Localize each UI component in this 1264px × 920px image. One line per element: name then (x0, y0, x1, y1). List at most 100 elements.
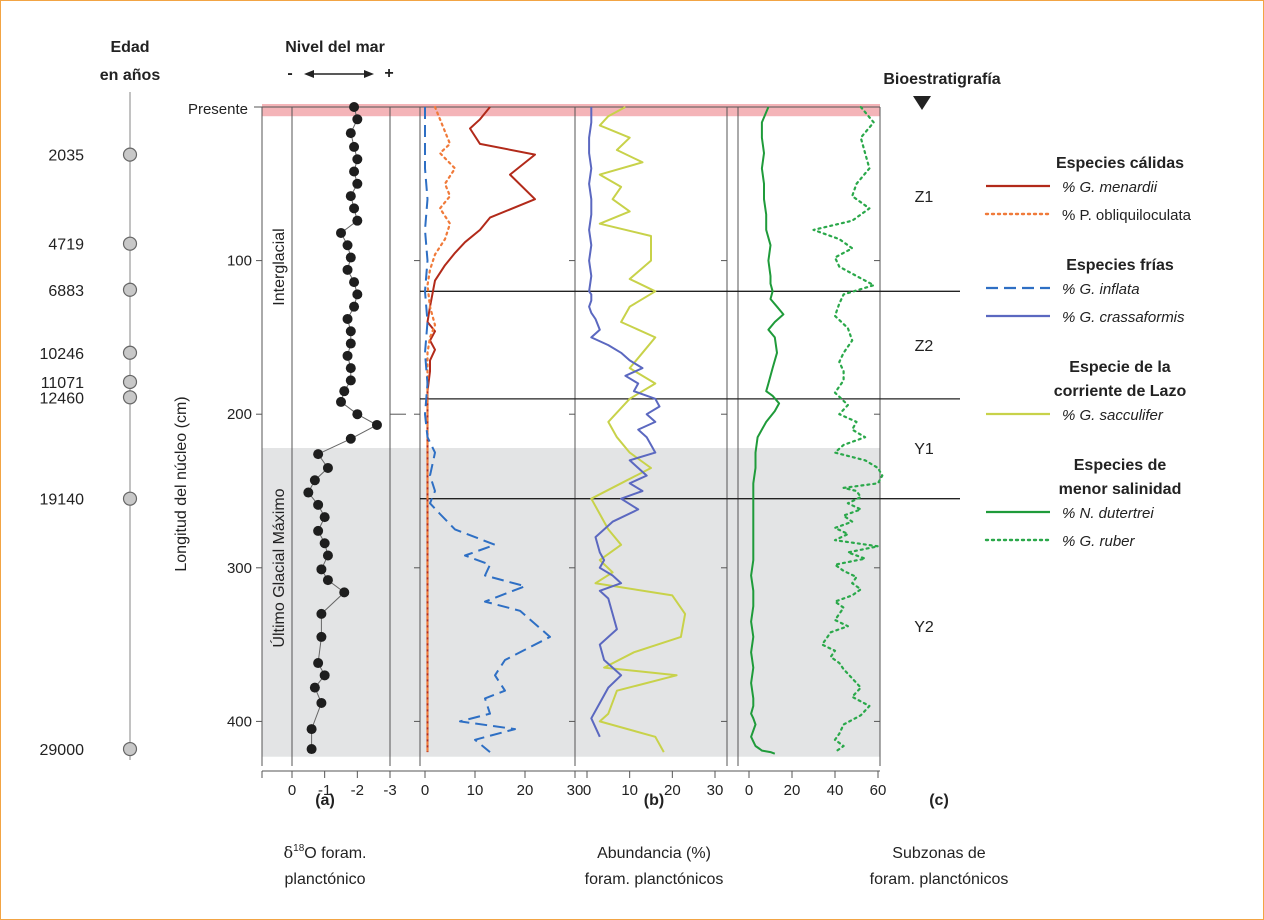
x-tick-label: 0 (421, 782, 429, 799)
series-point-d18o (319, 512, 330, 523)
age-label: 19140 (40, 492, 85, 509)
series-layer (303, 102, 884, 755)
series-point-d18o (342, 350, 353, 361)
isotope-superscript: 18 (293, 843, 305, 854)
x-tick-label: -3 (383, 782, 396, 799)
age-header-line1: Edad (110, 39, 149, 56)
series-point-d18o (316, 608, 327, 619)
sea-level-plus: + (384, 65, 393, 82)
legend-item-label: % G. inflata (1062, 281, 1140, 298)
legend-item-label: % G. crassaformis (1062, 309, 1185, 326)
series-point-d18o (306, 744, 317, 755)
legend-item-label: % G. ruber (1062, 533, 1136, 550)
series-point-d18o (349, 102, 360, 112)
series-point-d18o (322, 462, 333, 473)
sea-level-minus: - (287, 65, 292, 82)
series-point-d18o (309, 682, 320, 693)
series-point-d18o (371, 419, 382, 430)
series-point-d18o (345, 375, 356, 386)
series-point-d18o (352, 114, 363, 125)
series-line-ginflata (424, 107, 551, 753)
panel-label-a: (a) (315, 792, 335, 809)
x-tick-label: -2 (351, 782, 364, 799)
series-point-d18o (345, 363, 356, 374)
series-point-d18o (345, 433, 356, 444)
zone-label: Z1 (915, 189, 934, 206)
series-point-d18o (342, 313, 353, 324)
legend-group-title: Especies cálidas (1056, 155, 1184, 172)
zone-label: Y2 (914, 619, 934, 636)
series-point-d18o (313, 449, 324, 460)
legend-item-label: % P. obliquiloculata (1062, 207, 1192, 224)
lgm-label: Último Glacial Máximo (269, 488, 288, 647)
y-tick-label: 100 (227, 253, 252, 270)
series-line-gmenardii (426, 106, 536, 753)
age-marker (122, 390, 138, 405)
age-label: 4719 (48, 237, 84, 254)
series-point-d18o (345, 326, 356, 337)
age-marker (122, 491, 138, 506)
series-point-d18o (313, 525, 324, 536)
y-tick-label: 400 (227, 713, 252, 730)
background-layer (262, 104, 880, 757)
series-line-gsacculifer (590, 106, 687, 753)
legend-group-title: Especies de (1074, 457, 1167, 474)
x-tick-label: 10 (467, 782, 484, 799)
age-marker (122, 741, 138, 757)
series-point-d18o (345, 252, 356, 263)
series-point-d18o (349, 277, 360, 288)
biostratigraphy-arrow-icon (913, 96, 931, 110)
y-axis-label: Longitud del núcleo (cm) (173, 396, 190, 571)
presente-label: Presente (188, 101, 248, 118)
legend-item-label: % G. sacculifer (1062, 407, 1164, 424)
x-tick-label: 0 (583, 782, 591, 799)
panel-label-c: (c) (929, 792, 949, 809)
legend-group-title: corriente de Lazo (1054, 383, 1187, 400)
zone-label: Z2 (915, 338, 934, 355)
age-label: 6883 (48, 283, 84, 300)
series-point-d18o (316, 631, 327, 642)
x-tick-label: 10 (621, 782, 638, 799)
series-point-d18o (349, 301, 360, 312)
series-point-d18o (352, 215, 363, 226)
series-point-d18o (349, 203, 360, 214)
series-point-d18o (303, 487, 314, 498)
series-point-d18o (316, 697, 327, 708)
series-point-d18o (319, 538, 330, 549)
age-label: 10246 (40, 346, 85, 363)
y-tick-label: 300 (227, 560, 252, 577)
series-point-d18o (352, 289, 363, 300)
series-line-gcrassaformis (588, 107, 661, 738)
series-point-d18o (349, 166, 360, 177)
x-axis-label-b-line1: Abundancia (%) (597, 845, 711, 862)
series-point-d18o (322, 550, 333, 561)
series-point-d18o (339, 587, 350, 598)
panel-label-b: (b) (644, 792, 664, 809)
series-point-d18o (313, 658, 324, 669)
series-point-d18o (342, 240, 353, 251)
series-point-d18o (352, 178, 363, 189)
x-tick-label: 30 (707, 782, 724, 799)
series-point-d18o (336, 227, 346, 238)
x-tick-label: 30 (567, 782, 584, 799)
x-tick-label: 0 (745, 782, 753, 799)
series-point-d18o (342, 264, 353, 275)
x-tick-label: 60 (870, 782, 887, 799)
interglacial-label: Interglacial (271, 228, 288, 305)
series-point-d18o (319, 670, 330, 681)
x-axis-label-c-line1: Subzonas de (892, 845, 986, 862)
x-tick-label: 20 (784, 782, 801, 799)
sea-level-header: Nivel del mar (285, 39, 385, 56)
legend: Especies cálidas % G. menardii % P. obliqu… (984, 155, 1192, 550)
series-line-ndutertrei (750, 106, 785, 755)
x-tick-label: 40 (827, 782, 844, 799)
series-point-d18o (352, 409, 363, 420)
y-tick-label: 200 (227, 406, 252, 423)
x-axis-label-a-rest: O foram. (304, 845, 366, 862)
series-point-d18o (352, 154, 363, 165)
series-point-d18o (345, 128, 356, 139)
series-point-d18o (316, 564, 327, 575)
series-line-pobliquiloculata (426, 105, 457, 754)
